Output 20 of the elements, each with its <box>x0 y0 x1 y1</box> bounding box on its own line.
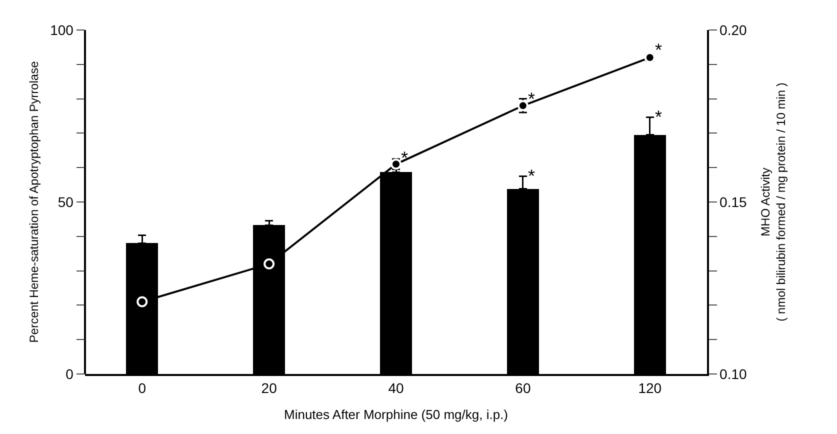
y-tick-label: 50 <box>58 194 74 210</box>
point <box>264 258 275 270</box>
annotation: * <box>655 40 662 60</box>
x-tick-label: 40 <box>388 380 404 396</box>
y-tick-label: 0 <box>66 366 74 382</box>
annotation: * <box>401 148 408 168</box>
x-tick-label: 120 <box>638 380 662 396</box>
y2-axis-title: MHO Activity ( nmol bilirubin formed / mg protein / 10 min ) <box>758 82 788 322</box>
annotation: * <box>528 89 536 109</box>
annotation: * <box>655 107 662 127</box>
y2-tick-label: 0.10 <box>720 366 748 382</box>
x-tick-label: 20 <box>261 380 278 396</box>
y2-tick-label: 0.20 <box>720 22 748 38</box>
y-tick-label: 100 <box>50 22 74 38</box>
annotation: * <box>528 166 536 186</box>
y-axis-title: Percent Heme-saturation of Apotryptophan Pyrrolase <box>26 60 41 343</box>
x-tick-label: 60 <box>515 380 531 396</box>
x-tick-label: 0 <box>138 380 146 396</box>
y2-tick-label: 0.15 <box>720 194 748 210</box>
x-axis-title: Minutes After Morphine (50 mg/kg, i.p.) <box>284 406 508 422</box>
